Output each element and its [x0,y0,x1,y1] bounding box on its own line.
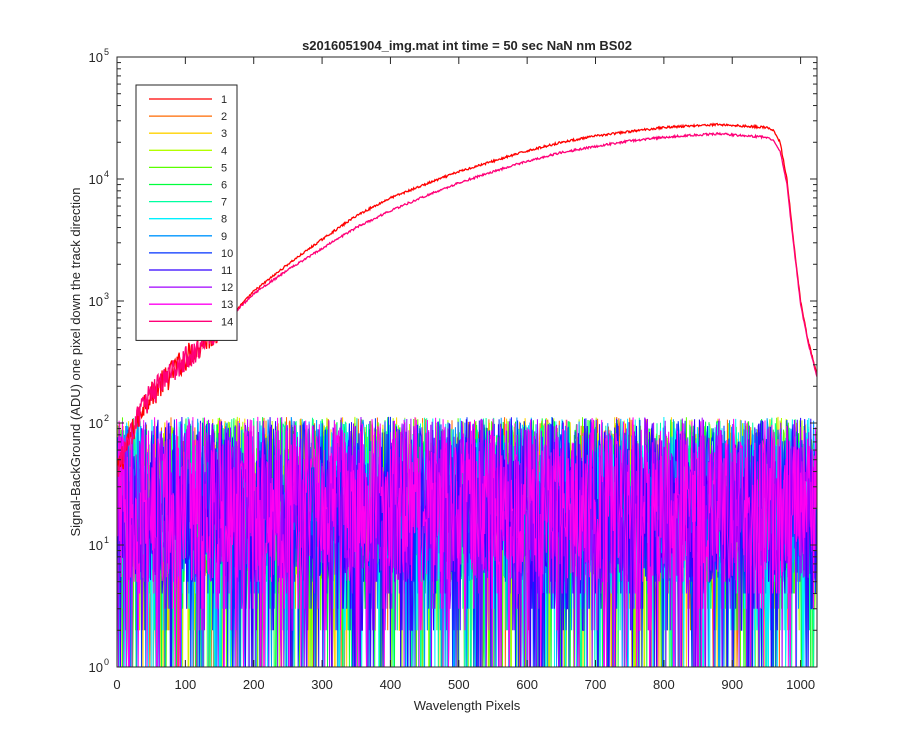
y-tick-label: 10 [89,538,103,553]
legend-label: 14 [221,316,233,328]
legend-label: 2 [221,111,227,123]
y-axis-label: Signal-BackGround (ADU) one pixel down t… [68,187,83,536]
legend-box [135,84,238,341]
legend-label: 13 [221,299,233,311]
series-line-13 [117,416,817,667]
x-tick-label: 100 [175,677,197,692]
legend-label: 1 [221,94,227,106]
x-axis-label: Wavelength Pixels [414,698,521,713]
y-tick-label: 10 [89,416,103,431]
x-tick-label: 900 [721,677,743,692]
x-tick-label: 200 [243,677,265,692]
y-tick-exponent: 4 [104,169,109,179]
y-tick-exponent: 5 [104,47,109,57]
chart-title: s2016051904_img.mat int time = 50 sec Na… [302,38,632,53]
y-tick-exponent: 1 [104,535,109,545]
y-tick-label: 10 [89,50,103,65]
x-tick-label: 300 [311,677,333,692]
y-tick-label: 10 [89,172,103,187]
x-tick-label: 800 [653,677,675,692]
y-tick-exponent: 3 [104,291,109,301]
legend-label: 5 [221,162,227,174]
y-tick-exponent: 2 [104,413,109,423]
legend-label: 8 [221,214,227,226]
y-tick-label: 10 [89,294,103,309]
legend-label: 7 [221,197,227,209]
legend-label: 11 [221,265,232,277]
legend-label: 4 [221,145,227,157]
x-tick-label: 600 [516,677,538,692]
y-tick-label: 10 [89,660,103,675]
x-tick-label: 500 [448,677,470,692]
axes-box [116,56,818,668]
legend-label: 12 [221,282,233,294]
x-tick-label: 0 [113,677,120,692]
x-tick-label: 400 [380,677,402,692]
x-axis: 0 100 200 300 400 500 600 700 800 900 1000 [113,57,815,692]
x-tick-label: 1000 [786,677,815,692]
legend-label: 3 [221,128,227,140]
legend-label: 10 [221,248,233,260]
y-tick-exponent: 0 [104,657,109,667]
legend-label: 6 [221,180,227,192]
x-tick-label: 700 [585,677,607,692]
legend-label: 9 [221,231,227,243]
